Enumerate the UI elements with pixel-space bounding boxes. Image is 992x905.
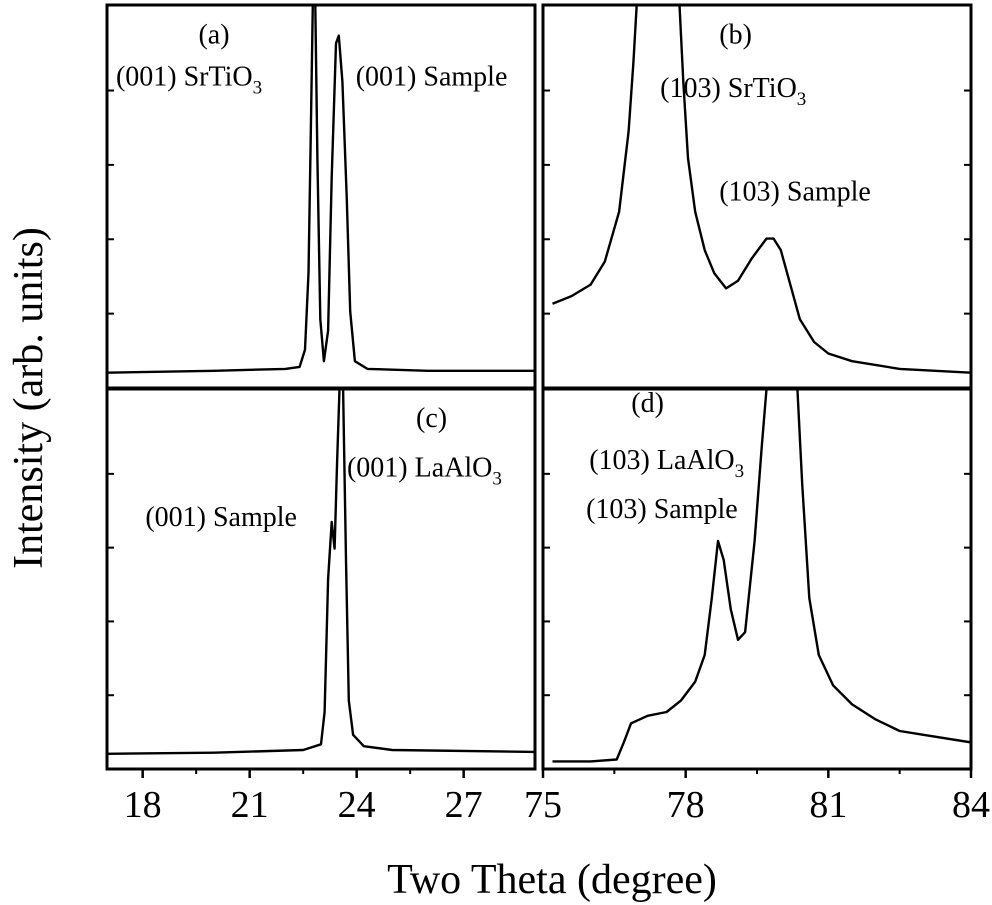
peak-annotation: (001) SrTiO3 xyxy=(116,61,262,98)
panel-d: 75 78 81 84 (d) (103) LaAlO3 (103) Sample xyxy=(524,387,990,826)
x-tick-label: 27 xyxy=(445,784,483,826)
x-tick-label: 75 xyxy=(524,784,562,826)
peak-annotation: (c) xyxy=(416,403,447,434)
subscript: 3 xyxy=(492,468,502,489)
panel-a: (a) (001) SrTiO3 (001) Sample xyxy=(105,3,537,390)
subscript: 3 xyxy=(797,89,807,110)
series-line-a xyxy=(107,5,535,374)
subscript: 3 xyxy=(253,77,262,98)
peak-annotation: (103) SrTiO3 xyxy=(660,73,806,110)
y-axis-label: Intensity (arb. units) xyxy=(6,227,52,569)
x-tick-label: 78 xyxy=(667,784,705,826)
x-tick-label: 84 xyxy=(952,784,990,826)
panel-group: (a) (001) SrTiO3 (001) Sample (b) (103) SrTi… xyxy=(105,3,990,826)
x-tick-label: 21 xyxy=(231,784,269,826)
peak-annotation: (b) xyxy=(719,19,752,50)
peak-annotation: (001) Sample xyxy=(356,61,508,92)
peak-annotation: (a) xyxy=(198,19,229,50)
panel-b: (b) (103) SrTiO3 (103) Sample xyxy=(541,3,973,390)
x-tick-label: 24 xyxy=(338,784,376,826)
x-axis-label: Two Theta (degree) xyxy=(387,857,717,903)
series-line-c xyxy=(107,389,535,755)
peak-annotation: (001) Sample xyxy=(145,502,297,533)
series-line-b xyxy=(552,5,971,374)
x-tick-label: 81 xyxy=(809,784,847,826)
panel-frame xyxy=(105,387,537,771)
peak-annotation: (d) xyxy=(631,388,664,419)
peak-annotation: (103) Sample xyxy=(586,494,738,525)
x-tick-label: 18 xyxy=(124,784,162,826)
panel-c: 18 21 24 27 (c) (001) LaAlO3 (001) Sample xyxy=(105,387,537,826)
peak-annotation: (103) Sample xyxy=(719,176,871,207)
peak-annotation: (001) LaAlO3 xyxy=(347,452,502,489)
subscript: 3 xyxy=(735,461,745,482)
peak-annotation: (103) LaAlO3 xyxy=(589,445,744,482)
series-line-d xyxy=(552,389,971,763)
